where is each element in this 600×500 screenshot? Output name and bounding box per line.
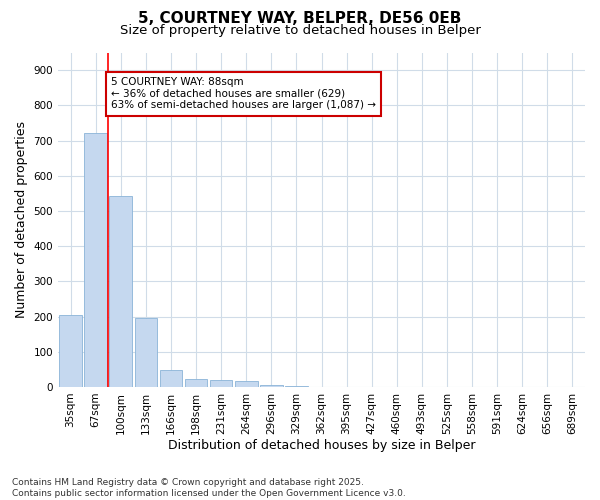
Text: Size of property relative to detached houses in Belper: Size of property relative to detached ho… <box>119 24 481 37</box>
Bar <box>235 382 257 387</box>
Bar <box>134 318 157 387</box>
Bar <box>59 315 82 387</box>
Bar <box>109 196 132 387</box>
Bar <box>285 386 308 387</box>
Bar <box>185 379 208 387</box>
X-axis label: Distribution of detached houses by size in Belper: Distribution of detached houses by size … <box>168 440 475 452</box>
Text: Contains HM Land Registry data © Crown copyright and database right 2025.
Contai: Contains HM Land Registry data © Crown c… <box>12 478 406 498</box>
Bar <box>210 380 232 387</box>
Y-axis label: Number of detached properties: Number of detached properties <box>15 121 28 318</box>
Bar <box>160 370 182 387</box>
Text: 5, COURTNEY WAY, BELPER, DE56 0EB: 5, COURTNEY WAY, BELPER, DE56 0EB <box>139 11 461 26</box>
Bar <box>260 385 283 387</box>
Bar <box>85 134 107 387</box>
Text: 5 COURTNEY WAY: 88sqm
← 36% of detached houses are smaller (629)
63% of semi-det: 5 COURTNEY WAY: 88sqm ← 36% of detached … <box>111 77 376 110</box>
